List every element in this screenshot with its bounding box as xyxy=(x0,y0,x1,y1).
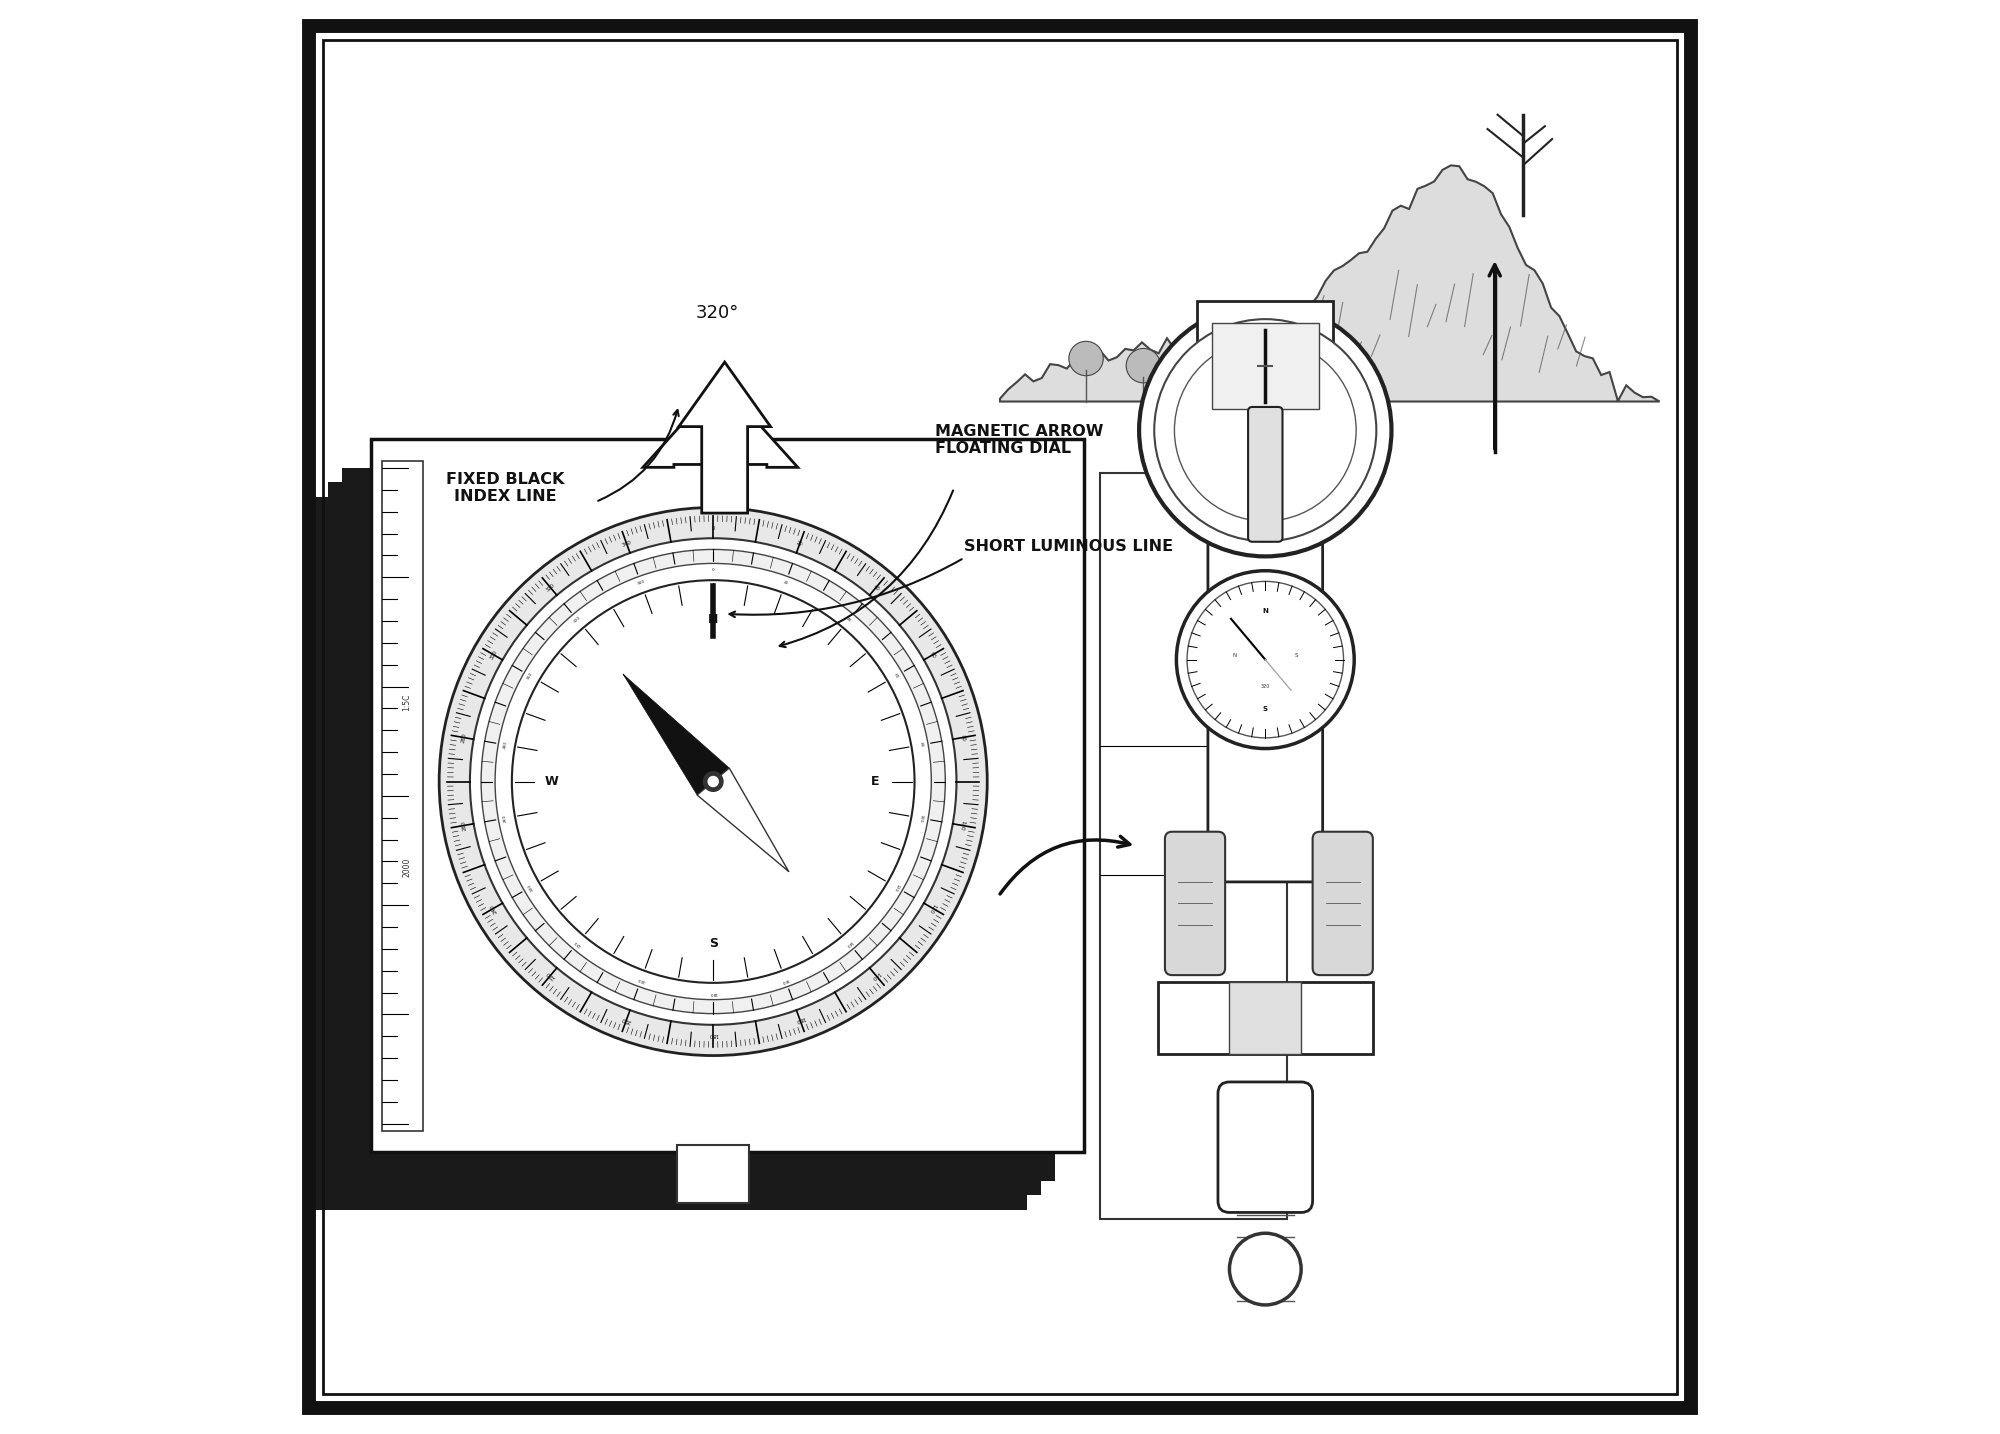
Text: 220: 220 xyxy=(574,939,582,948)
Text: 200: 200 xyxy=(622,1015,632,1024)
Text: 240: 240 xyxy=(526,882,534,892)
Text: 80: 80 xyxy=(918,741,924,749)
Bar xyxy=(328,482,1042,1196)
Circle shape xyxy=(1154,320,1376,541)
Bar xyxy=(372,439,1084,1153)
Text: S: S xyxy=(1294,652,1298,658)
Polygon shape xyxy=(1000,165,1660,402)
Text: 260: 260 xyxy=(502,813,508,823)
Circle shape xyxy=(470,538,956,1025)
Circle shape xyxy=(1068,341,1104,376)
Bar xyxy=(314,496,1026,1210)
Text: 1:5C: 1:5C xyxy=(402,694,412,711)
Text: S: S xyxy=(1262,706,1268,711)
Text: 20: 20 xyxy=(796,541,804,548)
Circle shape xyxy=(1174,340,1356,521)
Circle shape xyxy=(1126,348,1160,383)
Text: 2000: 2000 xyxy=(402,858,412,878)
Text: 80: 80 xyxy=(960,734,966,741)
Circle shape xyxy=(1188,581,1344,739)
Text: 20: 20 xyxy=(782,581,788,587)
Text: 160: 160 xyxy=(780,977,790,984)
Bar xyxy=(382,460,422,1131)
Text: N: N xyxy=(708,612,718,625)
Text: 180: 180 xyxy=(708,1032,718,1037)
Text: 180: 180 xyxy=(710,991,718,995)
Text: FIXED BLACK
INDEX LINE: FIXED BLACK INDEX LINE xyxy=(446,472,564,505)
Text: 140: 140 xyxy=(844,939,854,948)
Text: 0: 0 xyxy=(712,568,714,572)
Text: 280: 280 xyxy=(460,733,468,743)
Text: 40: 40 xyxy=(872,584,880,592)
Text: N: N xyxy=(1232,652,1236,658)
Bar xyxy=(1158,982,1372,1054)
Bar xyxy=(1100,473,1286,1219)
Text: 260: 260 xyxy=(460,820,468,830)
Text: 140: 140 xyxy=(870,971,882,981)
Text: 40: 40 xyxy=(846,617,852,624)
Circle shape xyxy=(1230,1233,1302,1305)
Text: 120: 120 xyxy=(928,902,938,913)
Text: 160: 160 xyxy=(794,1015,806,1024)
Polygon shape xyxy=(624,674,730,794)
FancyBboxPatch shape xyxy=(1164,832,1226,975)
Text: 100: 100 xyxy=(918,813,924,823)
Text: 240: 240 xyxy=(490,902,498,913)
FancyBboxPatch shape xyxy=(1208,423,1322,882)
Text: MAGNETIC ARROW
FLOATING DIAL: MAGNETIC ARROW FLOATING DIAL xyxy=(936,423,1104,456)
Text: 200: 200 xyxy=(636,977,646,984)
Text: 300: 300 xyxy=(526,671,534,681)
Text: 120: 120 xyxy=(892,882,900,892)
Circle shape xyxy=(1170,353,1204,387)
Text: 280: 280 xyxy=(502,740,508,750)
Text: E: E xyxy=(872,774,880,789)
Circle shape xyxy=(496,564,932,999)
Circle shape xyxy=(708,776,718,787)
FancyBboxPatch shape xyxy=(1218,1083,1312,1213)
Text: N: N xyxy=(1262,608,1268,614)
Text: 320: 320 xyxy=(546,582,556,592)
Circle shape xyxy=(440,508,988,1055)
Text: 60: 60 xyxy=(892,673,900,680)
FancyBboxPatch shape xyxy=(1312,832,1372,975)
Text: 0: 0 xyxy=(712,526,714,531)
Bar xyxy=(1198,301,1334,423)
Polygon shape xyxy=(678,363,770,513)
Circle shape xyxy=(512,581,914,982)
Text: 340: 340 xyxy=(622,539,632,548)
Bar xyxy=(1230,982,1302,1054)
Text: 320: 320 xyxy=(574,615,582,624)
Text: 300: 300 xyxy=(490,650,498,661)
Text: 320°: 320° xyxy=(696,304,740,323)
Polygon shape xyxy=(642,381,798,467)
Polygon shape xyxy=(698,769,788,872)
Bar xyxy=(678,1146,750,1203)
Bar xyxy=(1212,323,1320,409)
Circle shape xyxy=(1140,304,1392,556)
Bar xyxy=(342,467,1056,1182)
Text: 60: 60 xyxy=(928,651,936,660)
Circle shape xyxy=(482,549,946,1014)
Text: 340: 340 xyxy=(636,579,646,587)
Text: 100: 100 xyxy=(960,820,966,830)
Circle shape xyxy=(1226,327,1260,361)
Text: S: S xyxy=(708,938,718,951)
Text: SHORT LUMINOUS LINE: SHORT LUMINOUS LINE xyxy=(964,539,1174,554)
Circle shape xyxy=(704,771,722,792)
Text: 320: 320 xyxy=(1260,684,1270,688)
Text: W: W xyxy=(544,774,558,789)
FancyBboxPatch shape xyxy=(1248,407,1282,542)
Circle shape xyxy=(1176,571,1354,749)
Text: 220: 220 xyxy=(546,971,556,981)
